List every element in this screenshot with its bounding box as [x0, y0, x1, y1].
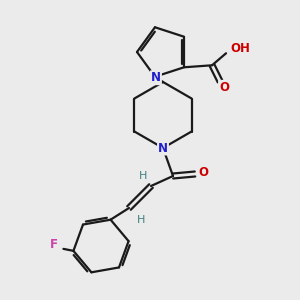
Text: H: H [137, 215, 145, 225]
Text: N: N [158, 142, 168, 154]
Text: OH: OH [230, 42, 250, 55]
Text: N: N [151, 71, 161, 84]
Text: F: F [50, 238, 57, 251]
Text: H: H [139, 171, 147, 181]
Text: O: O [219, 81, 229, 94]
Text: O: O [198, 166, 208, 178]
